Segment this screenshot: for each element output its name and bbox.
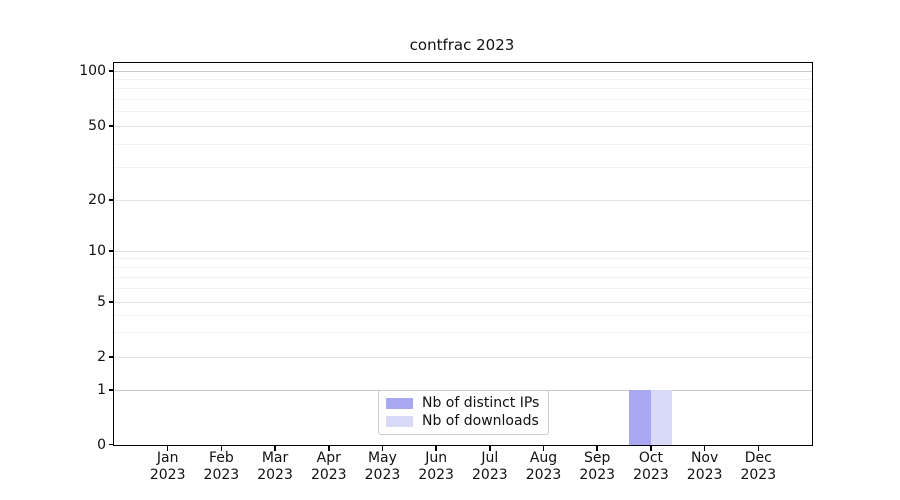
x-axis-tick: [166, 446, 169, 451]
legend-label-distinct-ips: Nb of distinct IPs: [422, 395, 540, 411]
gridline-minor: [114, 314, 812, 316]
legend-item-distinct-ips: Nb of distinct IPs: [386, 396, 539, 411]
x-axis-tick-label: Oct 2023: [633, 450, 669, 483]
x-axis-tick: [650, 446, 652, 451]
x-axis-tick-label: Sep 2023: [579, 450, 616, 483]
bar-distinct-ips: [629, 390, 651, 445]
gridline-minor: [114, 276, 812, 278]
gridline-major: [114, 70, 812, 72]
legend-swatch-distinct-ips: [386, 398, 413, 409]
y-axis-tick: [109, 443, 114, 446]
y-axis-tick: [109, 250, 114, 252]
chart-title: contfrac 2023: [409, 36, 515, 54]
gridline-minor: [114, 332, 812, 334]
y-axis-tick: [109, 389, 114, 391]
gridline-minor: [114, 258, 812, 260]
gridline-minor: [114, 88, 812, 90]
y-axis-tick: [109, 70, 114, 72]
x-axis-tick-label: Jan 2023: [149, 450, 186, 483]
x-axis-tick-label: Dec 2023: [740, 450, 777, 483]
gridline-major: [114, 125, 812, 127]
x-axis-tick-label: Nov 2023: [686, 450, 723, 483]
plot-area: 0 1 2 5 10 20 50 100 Jan 2023 Feb 2023 Mar 2023 Apr…: [79, 62, 813, 483]
gridline-major: [114, 356, 812, 358]
x-axis-tick-label: Jul 2023: [472, 450, 508, 483]
gridline-minor: [114, 266, 812, 268]
x-axis-tick: [596, 446, 598, 451]
x-axis-tick-label: Apr 2023: [310, 450, 347, 483]
y-axis-tick-label: 2: [97, 349, 106, 365]
x-axis-tick: [703, 446, 706, 451]
gridline-minor: [114, 78, 812, 80]
gridline-minor: [114, 111, 812, 113]
legend-item-downloads: Nb of downloads: [386, 414, 539, 429]
x-axis-tick: [489, 446, 491, 451]
gridline-major: [114, 301, 812, 303]
x-axis-tick: [757, 446, 760, 451]
y-axis-tick: [109, 125, 114, 127]
x-axis-tick: [542, 446, 545, 451]
y-axis-tick: [109, 301, 114, 303]
gridline-minor: [114, 143, 812, 145]
x-axis-tick-label: May 2023: [364, 450, 401, 483]
gridline-minor: [114, 166, 812, 168]
x-axis-tick: [435, 446, 437, 451]
legend-label-downloads: Nb of downloads: [422, 413, 539, 429]
y-axis-tick-label: 1: [97, 382, 106, 398]
y-axis-tick-label: 10: [88, 243, 106, 259]
x-axis-tick-label: Feb 2023: [203, 450, 240, 483]
y-axis-tick-label: 50: [88, 118, 106, 134]
x-axis-tick: [274, 446, 276, 451]
y-axis-tick: [109, 356, 114, 358]
x-axis-tick-label: Mar 2023: [257, 450, 293, 483]
gridline-major: [114, 199, 812, 201]
x-axis-tick: [220, 446, 223, 451]
x-axis-tick-label: Jun 2023: [418, 450, 454, 483]
x-axis-tick-label: Aug 2023: [525, 450, 562, 483]
legend: Nb of distinct IPs Nb of downloads: [378, 390, 550, 435]
y-axis-tick: [109, 199, 114, 201]
legend-swatch-downloads: [386, 416, 413, 427]
x-axis-tick: [381, 446, 384, 451]
y-axis-tick-label: 20: [88, 192, 106, 208]
gridline-minor: [114, 98, 812, 100]
x-axis-tick: [328, 446, 330, 451]
gridline-minor: [114, 288, 812, 290]
bar-downloads: [650, 390, 673, 445]
y-axis-tick-label: 5: [97, 294, 106, 310]
y-axis-tick-label: 0: [97, 436, 106, 453]
y-axis-tick-label: 100: [79, 63, 106, 79]
gridline-major: [114, 250, 812, 252]
